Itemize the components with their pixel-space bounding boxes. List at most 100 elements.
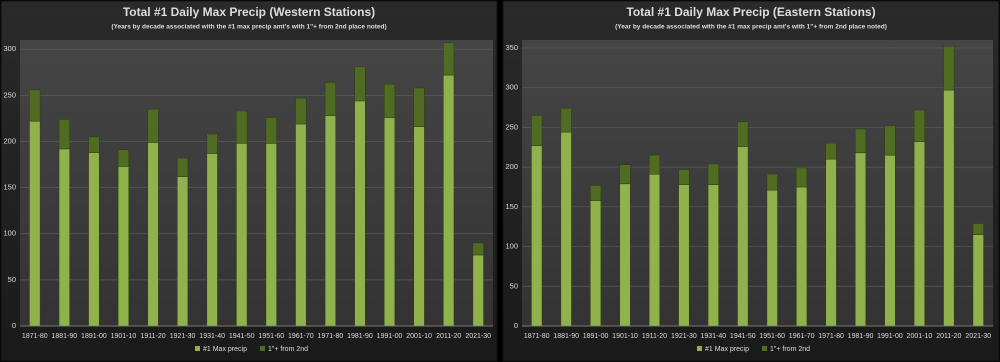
bar-segment	[619, 183, 631, 327]
bar-segment	[324, 82, 336, 116]
bar-segment	[678, 184, 690, 327]
y-tick-label: 100	[505, 242, 518, 251]
bar-segment	[472, 242, 484, 256]
bar-segment	[913, 109, 925, 142]
bar-segment	[590, 200, 602, 327]
y-tick-label: 250	[3, 90, 16, 99]
bar-segment	[796, 186, 808, 327]
bar-segment	[354, 100, 366, 327]
x-tick-label: 1971-80	[818, 333, 844, 340]
x-tick-label: 2021-30	[965, 333, 991, 340]
legend-label: #1 Max precip	[705, 346, 749, 353]
bar-segment	[766, 174, 778, 191]
bar-segment	[117, 166, 130, 327]
bar-segment	[324, 115, 336, 327]
chart-subtitle: (Years by decade associated with the #1 …	[111, 24, 386, 31]
bar-segment	[29, 89, 41, 122]
y-tick-label: 200	[3, 136, 16, 145]
bar-segment	[236, 143, 248, 327]
bar-segment	[737, 146, 749, 327]
x-tick-label: 2021-30	[465, 333, 491, 340]
bar-segment	[58, 148, 70, 327]
bar-segment	[943, 89, 955, 327]
x-tick-label: 1911-20	[140, 333, 165, 340]
bar-segment	[383, 117, 396, 327]
y-tick-label: 150	[3, 183, 16, 192]
x-tick-label: 1921-30	[170, 333, 196, 340]
x-tick-label: 1991-00	[877, 333, 903, 340]
x-tick-label: 1931-40	[700, 333, 726, 340]
bar-segment	[619, 164, 631, 185]
y-tick-label: 0	[12, 321, 16, 330]
x-tick-label: 1951-60	[759, 333, 785, 340]
bar-segment	[854, 128, 867, 154]
bar-segment	[354, 66, 366, 102]
x-tick-label: 1991-00	[377, 333, 403, 340]
bar-segment	[206, 133, 218, 154]
bar-segment	[531, 115, 543, 146]
bar-segment	[590, 185, 602, 201]
x-tick-label: 1871-80	[22, 333, 48, 340]
chart-title: Total #1 Daily Max Precip (Western Stati…	[123, 5, 375, 19]
bar-segment	[177, 157, 189, 177]
bar-segment	[884, 125, 896, 156]
bar-segment	[29, 120, 41, 327]
x-tick-label: 1941-50	[229, 333, 255, 340]
y-tick-label: 0	[514, 321, 518, 330]
legend-swatch	[697, 346, 702, 351]
bar-segment	[413, 87, 425, 127]
bar-segment	[443, 74, 455, 327]
x-tick-label: 1981-90	[347, 333, 373, 340]
x-tick-label: 2011-20	[436, 333, 461, 340]
bar-segment	[825, 143, 837, 160]
bar-segment	[147, 142, 159, 327]
y-tick-label: 150	[505, 202, 518, 211]
y-tick-label: 350	[505, 43, 518, 52]
bar-segment	[648, 154, 661, 175]
x-tick-label: 1981-90	[848, 333, 874, 340]
chart-subtitle: (Year by decade associated with the #1 m…	[615, 24, 887, 31]
bar-segment	[147, 108, 159, 143]
y-tick-label: 50	[8, 275, 16, 284]
bar-segment	[648, 174, 661, 327]
bar-segment	[884, 154, 896, 327]
y-tick-label: 300	[3, 44, 16, 53]
legend-swatch	[195, 346, 200, 351]
bar-segment	[678, 169, 690, 185]
x-tick-label: 1891-00	[81, 333, 107, 340]
y-tick-label: 50	[510, 281, 518, 290]
bar-segment	[236, 110, 248, 144]
x-tick-label: 1961-70	[789, 333, 815, 340]
x-tick-label: 2011-20	[936, 333, 961, 340]
bar-segment	[560, 131, 572, 327]
x-tick-label: 1971-80	[318, 333, 344, 340]
bar-segment	[58, 119, 70, 150]
bar-segment	[295, 123, 307, 327]
bar-segment	[295, 97, 307, 125]
bar-segment	[177, 176, 189, 327]
bar-segment	[972, 234, 984, 327]
bar-segment	[913, 141, 925, 327]
x-tick-label: 1931-40	[199, 333, 225, 340]
legend-swatch	[260, 346, 265, 351]
bar-segment	[560, 108, 572, 133]
bar-segment	[413, 126, 425, 327]
x-tick-label: 1961-70	[288, 333, 314, 340]
legend-label: #1 Max precip	[203, 346, 247, 353]
x-tick-label: 2001-10	[907, 333, 933, 340]
bar-segment	[796, 167, 808, 188]
bar-segment	[766, 189, 778, 327]
x-tick-label: 1871-80	[524, 333, 550, 340]
x-tick-label: 2001-10	[406, 333, 432, 340]
y-tick-label: 100	[3, 229, 16, 238]
bar-segment	[707, 184, 719, 327]
bar-segment	[943, 46, 955, 91]
legend-label: 1"+ from 2nd	[770, 346, 810, 353]
bar-segment	[854, 152, 867, 327]
bar-segment	[206, 153, 218, 327]
bar-segment	[88, 152, 100, 327]
bar-segment	[737, 121, 749, 147]
chart-title: Total #1 Daily Max Precip (Eastern Stati…	[626, 5, 875, 19]
y-tick-label: 200	[505, 162, 518, 171]
